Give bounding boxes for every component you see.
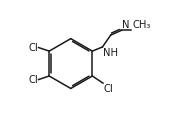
Text: Cl: Cl bbox=[104, 84, 113, 94]
Text: Cl: Cl bbox=[28, 75, 38, 85]
Text: CH₃: CH₃ bbox=[132, 20, 150, 30]
Text: NH: NH bbox=[103, 48, 118, 58]
Text: N: N bbox=[122, 20, 130, 30]
Text: Cl: Cl bbox=[28, 43, 38, 53]
